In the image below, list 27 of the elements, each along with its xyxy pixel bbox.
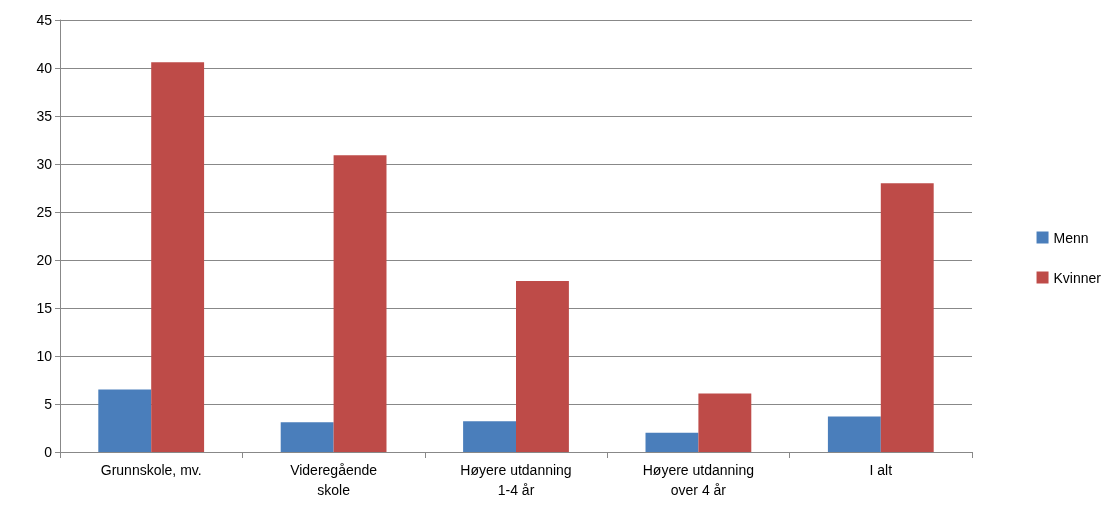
y-tick-label: 45 — [36, 12, 53, 28]
y-tick-label: 10 — [36, 348, 53, 364]
y-tick-label: 5 — [44, 396, 53, 412]
bar — [827, 416, 881, 452]
y-tick-label: 20 — [36, 252, 53, 268]
bar — [463, 421, 516, 452]
y-tick-label: 40 — [36, 60, 53, 76]
y-tick-label: 15 — [36, 300, 53, 316]
x-tick-label: I alt — [869, 462, 893, 478]
legend-label: Kvinner — [1053, 269, 1102, 286]
y-tick-label: 25 — [36, 204, 53, 220]
bar — [151, 62, 205, 452]
bar — [645, 432, 699, 452]
y-tick-label: 30 — [36, 156, 53, 172]
legend-label: Menn — [1053, 229, 1089, 246]
x-tick-label: Videregående skole — [290, 462, 378, 498]
bar — [98, 389, 152, 452]
bar — [280, 422, 334, 452]
y-tick-label: 0 — [44, 444, 53, 460]
x-tick-label: Høyere utdanning over 4 år — [642, 462, 755, 498]
x-tick-label: Høyere utdanning 1-4 år — [460, 462, 572, 498]
bar — [698, 393, 752, 452]
bar — [880, 183, 934, 452]
x-tick-label: Grunnskole, mv. — [100, 462, 202, 478]
bar — [333, 155, 387, 452]
bar — [516, 281, 569, 452]
y-tick-label: 35 — [36, 108, 53, 124]
